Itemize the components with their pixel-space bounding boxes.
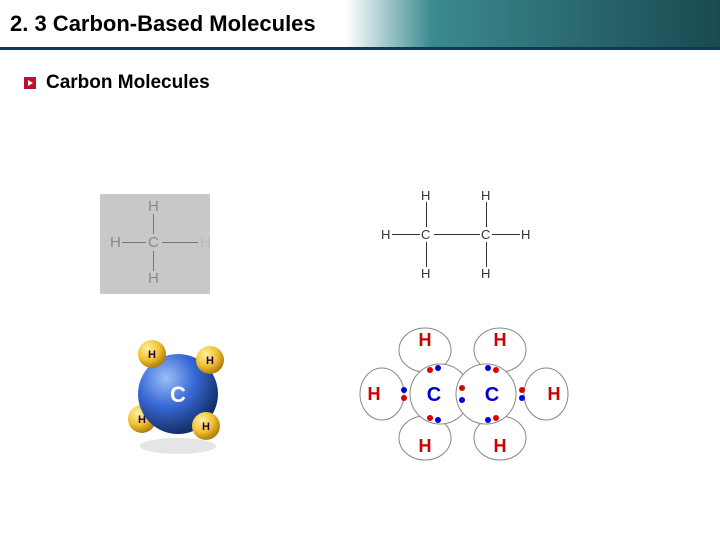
methane-structural-figure: C H H H H (100, 184, 240, 304)
h-label: H (419, 330, 432, 350)
h-label: H (419, 436, 432, 456)
atom-h3: H (381, 227, 390, 242)
atom-c2: C (481, 227, 490, 242)
bond (153, 214, 154, 234)
bond (486, 242, 487, 267)
c-label: C (170, 382, 186, 407)
h-label: H (494, 330, 507, 350)
atom-h-left: H (110, 234, 121, 251)
ethane-lewis-figure: H H H H H H C C (350, 314, 580, 474)
atom-h1: H (421, 188, 430, 203)
atom-h6: H (481, 266, 490, 281)
h-label: H (148, 349, 156, 361)
bond (434, 234, 480, 235)
atom-h-bottom: H (148, 270, 159, 287)
bond (122, 242, 146, 243)
ethane-structural-figure: C C H H H H H H (360, 174, 560, 294)
slide-header: 2. 3 Carbon-Based Molecules (0, 0, 720, 50)
bond (392, 234, 420, 235)
h-label: H (548, 384, 561, 404)
c-label: C (427, 384, 441, 406)
h-label: H (494, 436, 507, 456)
bond (426, 202, 427, 227)
bond (426, 242, 427, 267)
atom-c1: C (421, 227, 430, 242)
bullet-text: Carbon Molecules (46, 72, 210, 94)
h-label: H (206, 355, 214, 367)
bond (486, 202, 487, 227)
atom-c: C (148, 234, 159, 251)
content-area: C H H H H C C H H H H H H (0, 94, 720, 534)
c-label: C (485, 384, 499, 406)
atom-h4: H (521, 227, 530, 242)
atom-h2: H (481, 188, 490, 203)
h-label: H (202, 421, 210, 433)
atom-h5: H (421, 266, 430, 281)
ethane-lewis-svg: H H H H H H C C (350, 314, 580, 474)
slide-header-title: 2. 3 Carbon-Based Molecules (0, 11, 316, 37)
atom-h-top: H (148, 198, 159, 215)
bond (162, 242, 198, 243)
methane-3d-svg: H C H H H (110, 324, 250, 464)
methane-3d-figure: H C H H H (110, 324, 250, 464)
bond (153, 251, 154, 271)
arrow-bullet-icon (24, 77, 36, 89)
atom-h-right: H (200, 234, 211, 251)
bullet-line: Carbon Molecules (24, 72, 720, 94)
bond (492, 234, 520, 235)
h-label: H (368, 384, 381, 404)
